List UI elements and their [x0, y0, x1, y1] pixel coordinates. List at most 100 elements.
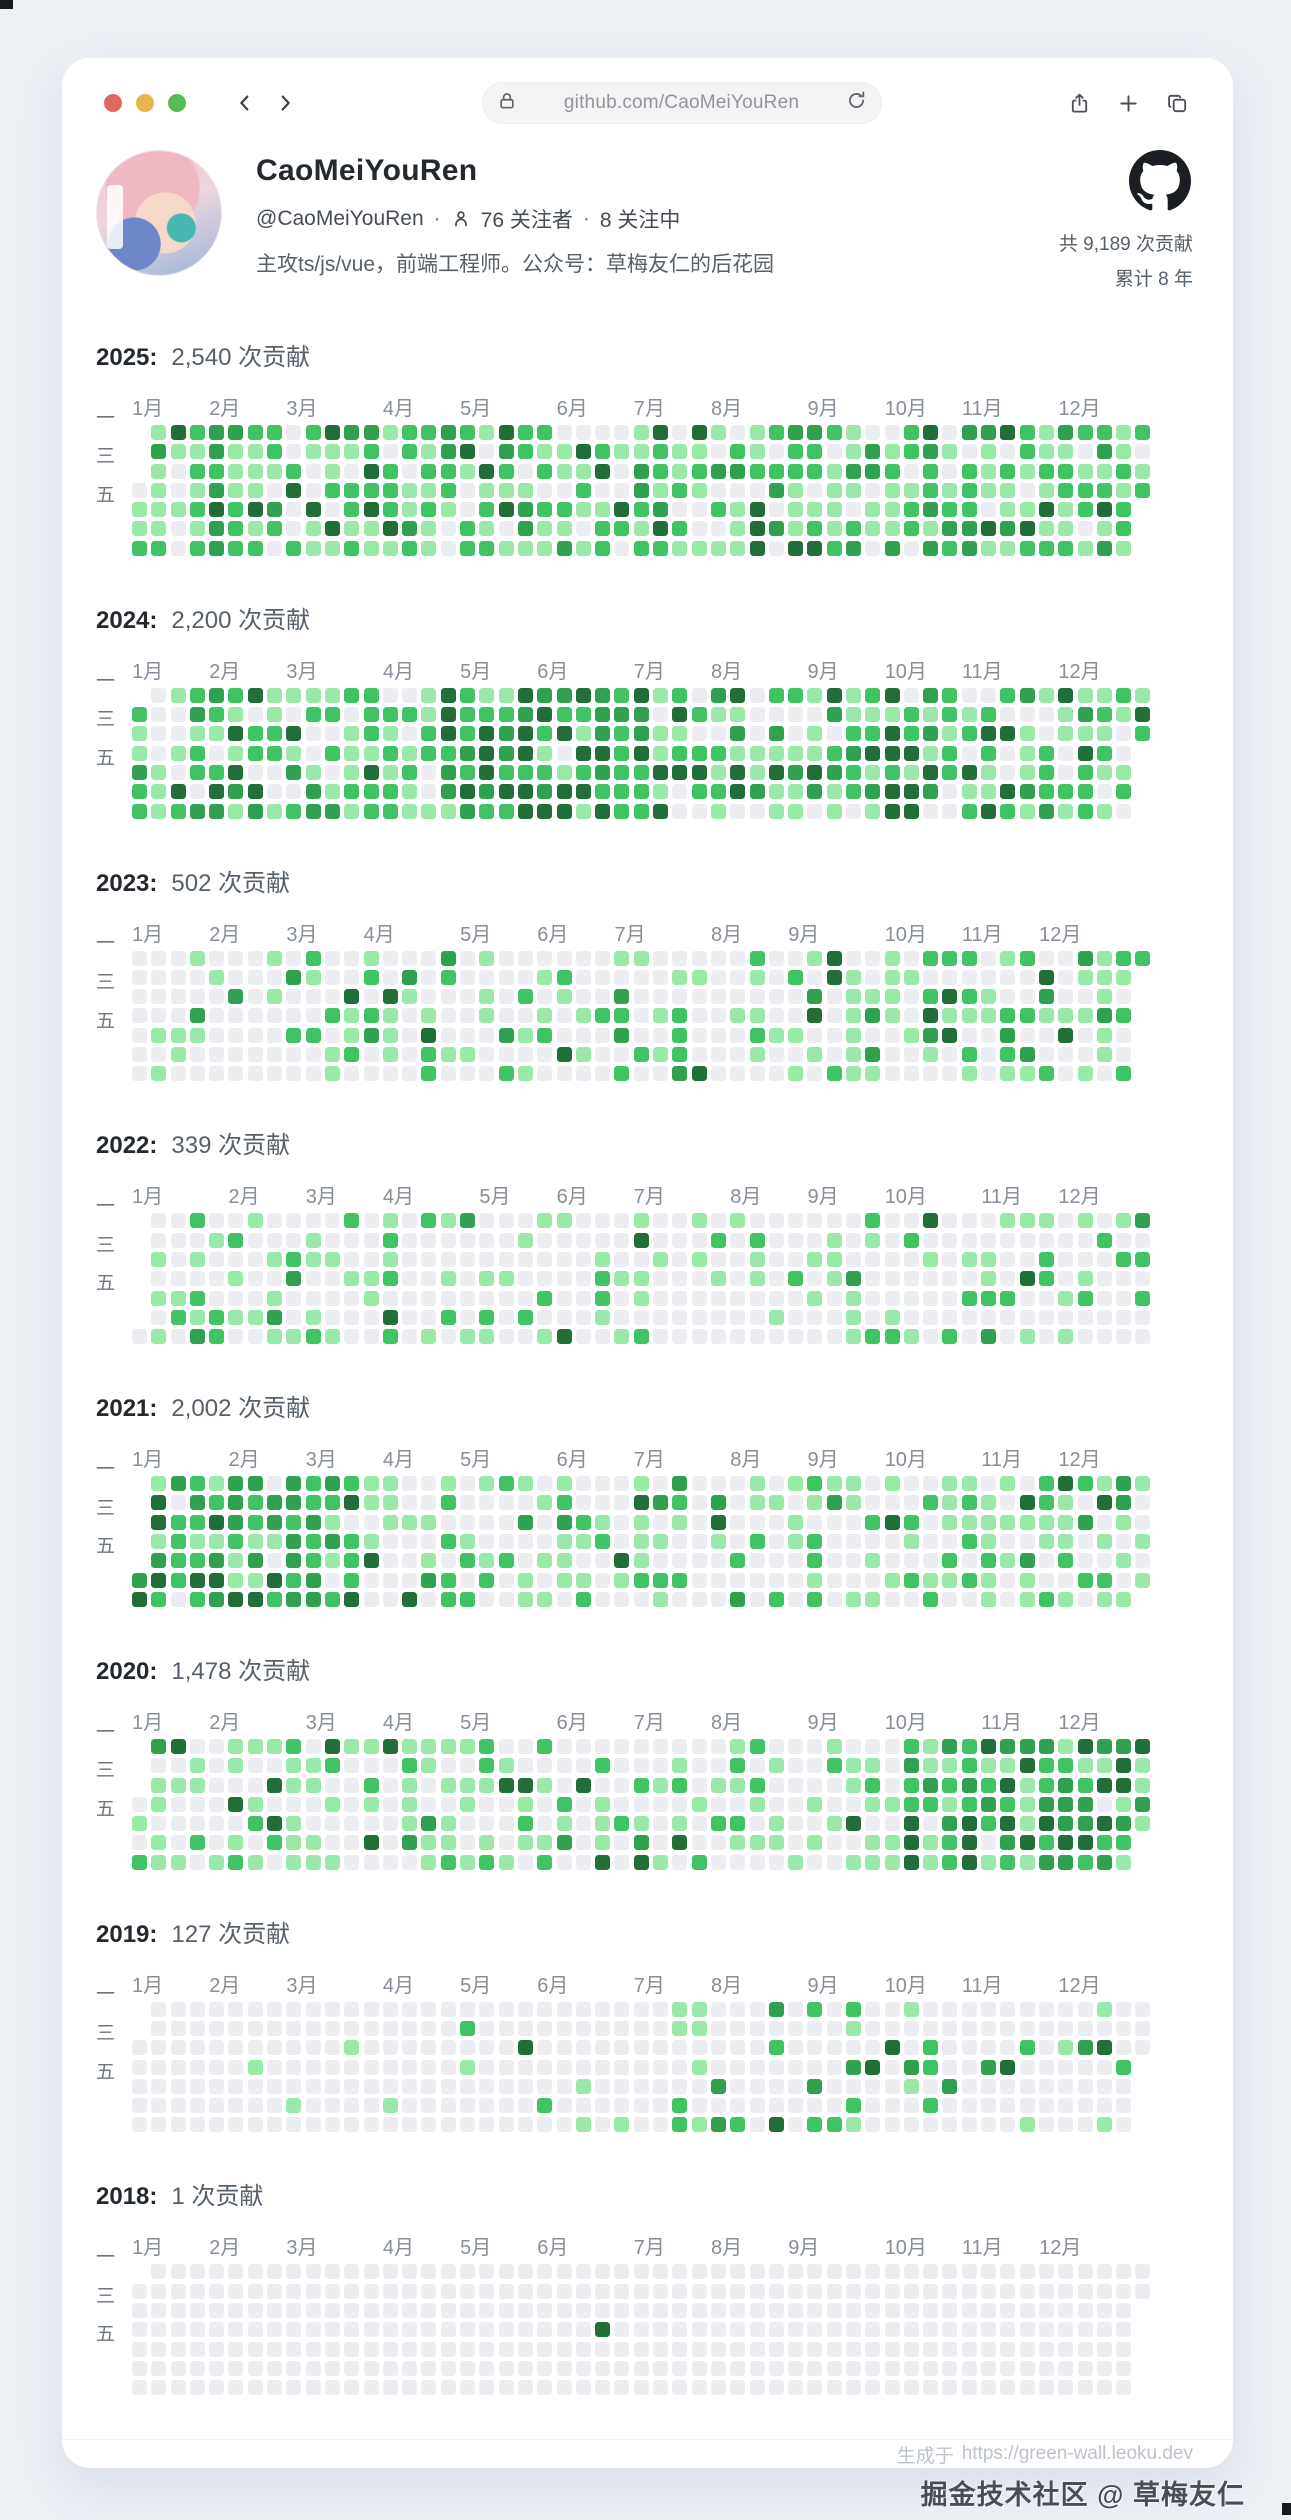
contribution-cell	[209, 1309, 225, 1325]
contribution-cell	[961, 726, 977, 742]
contribution-cell	[653, 1232, 669, 1248]
contribution-cell	[344, 1796, 360, 1812]
contribution-cell	[807, 1251, 823, 1267]
contribution-cell	[884, 803, 900, 819]
contribution-cell	[575, 1290, 591, 1306]
contribution-cell	[768, 1553, 784, 1569]
generator-link[interactable]: https://green-wall.leoku.dev	[961, 2443, 1193, 2465]
contribution-cell	[595, 969, 611, 985]
contribution-cell	[460, 1329, 476, 1345]
maximize-window-button[interactable]	[168, 94, 186, 112]
contribution-cell	[344, 444, 360, 460]
contribution-cell	[633, 803, 649, 819]
month-label: 7月	[633, 1711, 665, 1734]
contribution-cell	[537, 1777, 553, 1793]
contribution-cell	[440, 1213, 456, 1229]
contribution-cell	[1135, 1816, 1151, 1832]
contribution-cell	[537, 444, 553, 460]
contribution-cell	[460, 1290, 476, 1306]
contribution-cell	[402, 1572, 418, 1588]
contribution-cell	[1000, 1835, 1016, 1851]
contribution-cell	[884, 463, 900, 479]
contribution-cell	[903, 1777, 919, 1793]
contribution-cell	[961, 2117, 977, 2133]
contribution-cell	[942, 687, 958, 703]
contribution-cell	[942, 2360, 958, 2376]
weekday-label: 一	[96, 407, 116, 429]
contribution-cell	[151, 707, 167, 723]
weekday-label: 一	[96, 670, 116, 692]
contribution-cell	[710, 1796, 726, 1812]
contribution-cell	[942, 1251, 958, 1267]
contribution-cell	[460, 1738, 476, 1754]
contribution-cell	[1096, 2380, 1112, 2396]
contribution-cell	[865, 1329, 881, 1345]
contribution-cell	[653, 745, 669, 761]
contribution-cell	[1019, 482, 1035, 498]
contribution-cell	[614, 1066, 630, 1082]
contribution-cell	[189, 1251, 205, 1267]
contribution-cell	[537, 1758, 553, 1774]
contribution-cell	[788, 2283, 804, 2299]
contribution-cell	[691, 989, 707, 1005]
contribution-cell	[1135, 1738, 1151, 1754]
close-window-button[interactable]	[104, 94, 122, 112]
contribution-cell	[498, 425, 514, 440]
contribution-cell	[768, 1271, 784, 1287]
contribution-cell	[788, 1047, 804, 1063]
contribution-cell	[865, 2322, 881, 2338]
contribution-cell	[595, 482, 611, 498]
contribution-cell	[1116, 1796, 1132, 1812]
contribution-cell	[923, 1027, 939, 1043]
contribution-cell	[228, 1047, 244, 1063]
contribution-cell	[247, 463, 263, 479]
contribution-cell	[903, 1290, 919, 1306]
contribution-cell	[1000, 1777, 1016, 1793]
avatar[interactable]	[96, 150, 222, 276]
contribution-cell	[614, 2059, 630, 2075]
contribution-cell	[344, 707, 360, 723]
contribution-cell	[402, 2040, 418, 2056]
contribution-cell	[286, 784, 302, 800]
contribution-cell	[730, 2380, 746, 2396]
contribution-cell	[286, 2059, 302, 2075]
contribution-cell	[575, 1476, 591, 1492]
contribution-cell	[1000, 1758, 1016, 1774]
share-icon[interactable]	[1068, 92, 1091, 115]
contribution-cell	[517, 2380, 533, 2396]
contribution-cell	[1096, 2098, 1112, 2114]
contribution-cell	[788, 2020, 804, 2036]
forward-icon[interactable]	[274, 92, 296, 114]
contribution-cell	[286, 1008, 302, 1024]
contribution-cell	[247, 2098, 263, 2114]
contribution-cell	[749, 2001, 765, 2017]
year-label: 2025:	[96, 344, 158, 371]
contribution-cell	[228, 1777, 244, 1793]
contribution-cell	[575, 707, 591, 723]
tabs-overview-icon[interactable]	[1166, 92, 1189, 115]
contribution-cell	[209, 2059, 225, 2075]
month-label: 3月	[286, 660, 318, 683]
contribution-cell	[961, 687, 977, 703]
contribution-cell	[633, 2040, 649, 2056]
contribution-cell	[1116, 1476, 1132, 1492]
contribution-cell	[344, 1476, 360, 1492]
back-icon[interactable]	[234, 92, 256, 114]
contribution-cell	[884, 1047, 900, 1063]
contribution-cell	[151, 1854, 167, 1870]
contribution-cell	[440, 2001, 456, 2017]
contribution-cell	[402, 444, 418, 460]
url-text[interactable]: github.com/CaoMeiYouRen	[563, 92, 800, 113]
contribution-cell	[961, 463, 977, 479]
contribution-cell	[942, 1835, 958, 1851]
new-tab-icon[interactable]	[1117, 92, 1140, 115]
contribution-cell	[421, 803, 437, 819]
month-label: 6月	[537, 2237, 569, 2260]
address-bar[interactable]: github.com/CaoMeiYouRen	[482, 82, 882, 124]
contribution-cell	[981, 540, 997, 556]
refresh-icon[interactable]	[846, 90, 867, 116]
minimize-window-button[interactable]	[136, 94, 154, 112]
contribution-cell	[730, 1495, 746, 1511]
contribution-cell	[382, 1796, 398, 1812]
contribution-cell	[768, 2059, 784, 2075]
